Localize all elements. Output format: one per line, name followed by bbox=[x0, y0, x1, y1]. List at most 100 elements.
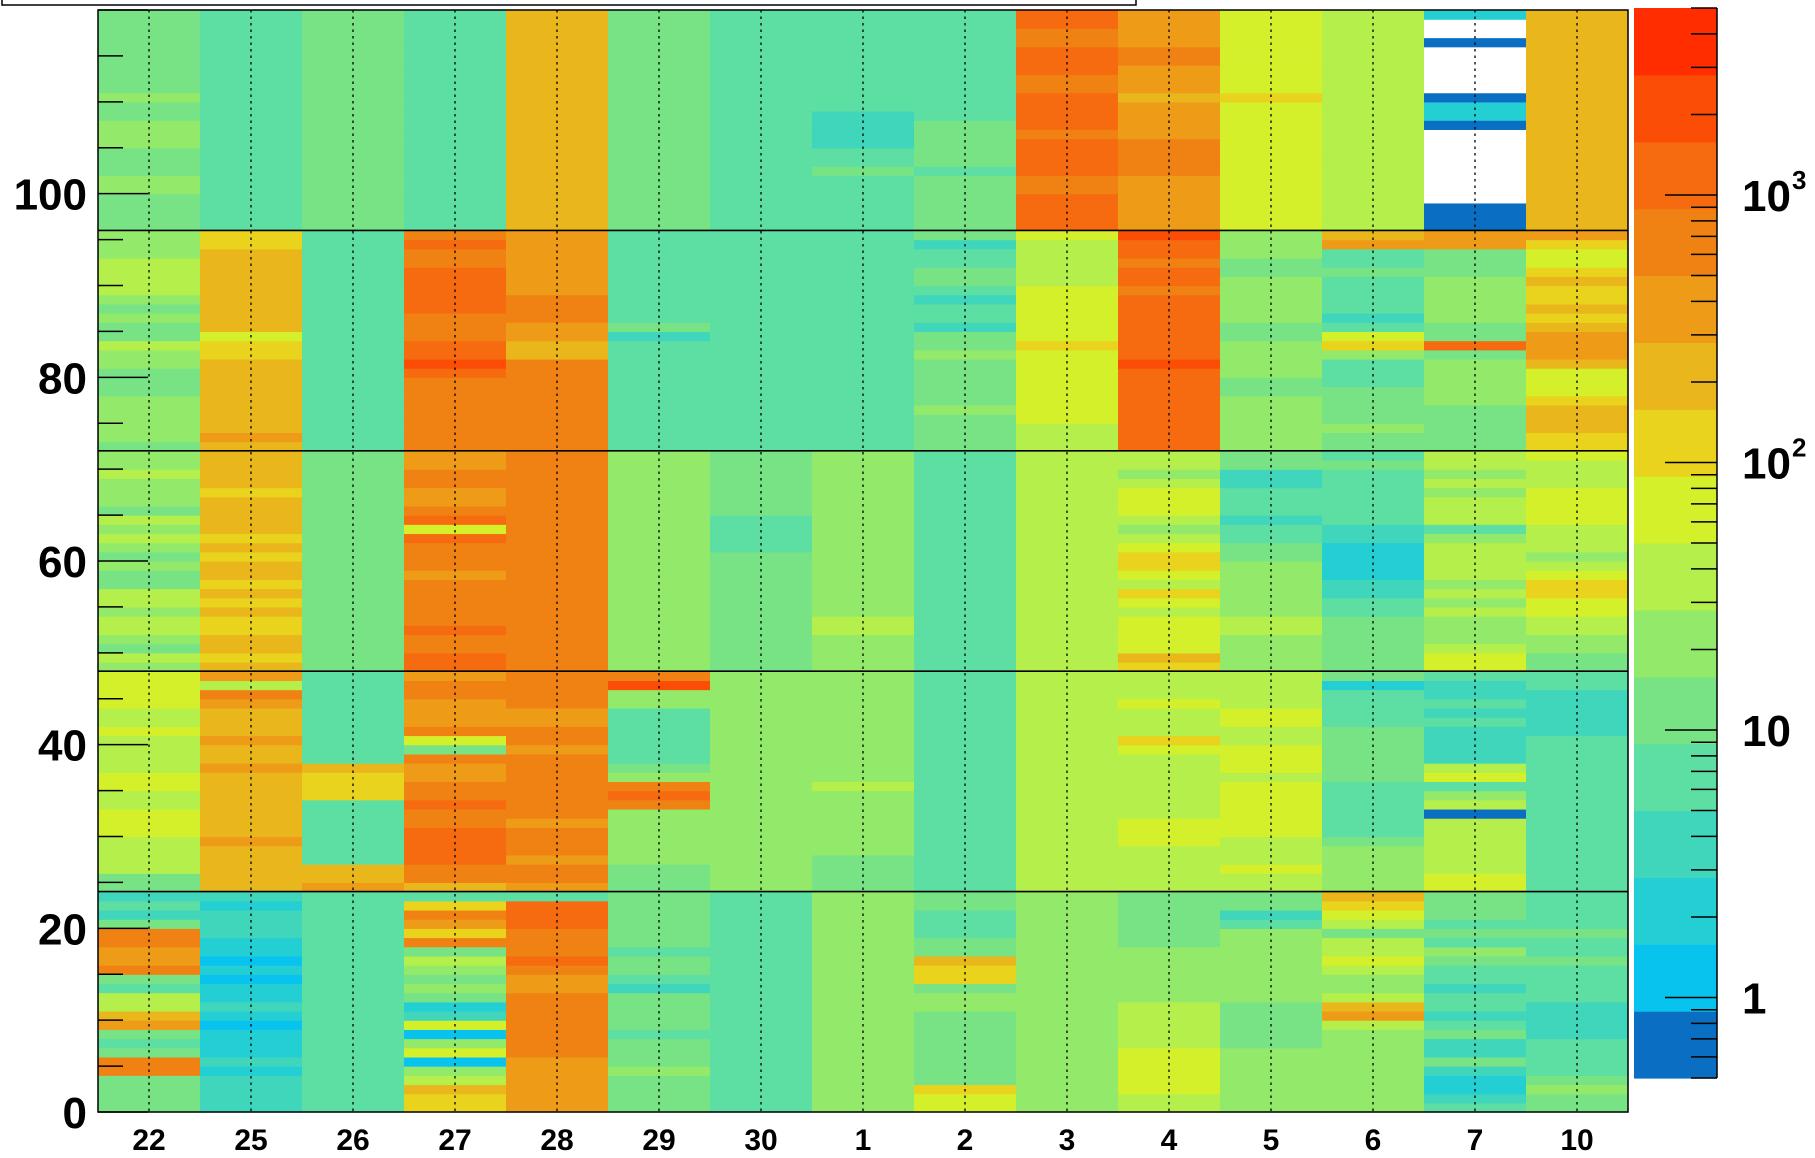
heatmap-cell bbox=[98, 202, 201, 213]
heatmap-cell bbox=[200, 212, 303, 222]
heatmap-cell bbox=[1118, 652, 1221, 663]
heatmap-cell bbox=[914, 1029, 1017, 1040]
heatmap-cell bbox=[404, 680, 507, 691]
heatmap-cell bbox=[302, 303, 405, 314]
heatmap-cell bbox=[1118, 717, 1221, 727]
heatmap-cell bbox=[812, 303, 915, 314]
heatmap-cell bbox=[1424, 561, 1527, 571]
heatmap-cell bbox=[1526, 74, 1629, 85]
heatmap-cell bbox=[812, 101, 915, 112]
heatmap-cell bbox=[1016, 588, 1119, 599]
heatmap-cell bbox=[710, 1102, 813, 1113]
heatmap-cell bbox=[1424, 46, 1527, 57]
heatmap-cell bbox=[506, 469, 609, 479]
heatmap-cell bbox=[1220, 478, 1323, 489]
heatmap-cell bbox=[98, 432, 201, 443]
heatmap-cell bbox=[710, 1010, 813, 1021]
heatmap-cell bbox=[1322, 965, 1425, 975]
heatmap-cell bbox=[1322, 459, 1425, 470]
heatmap-cell bbox=[200, 230, 303, 241]
heatmap-cell bbox=[1526, 1038, 1629, 1049]
heatmap-cell bbox=[1118, 606, 1221, 617]
heatmap-cell bbox=[710, 166, 813, 176]
heatmap-cell bbox=[1220, 1093, 1323, 1104]
heatmap-cell bbox=[1118, 166, 1221, 176]
heatmap-cell bbox=[1220, 652, 1323, 663]
heatmap-cell bbox=[608, 340, 711, 351]
heatmap-cell bbox=[1220, 561, 1323, 571]
heatmap-cell bbox=[1118, 790, 1221, 801]
heatmap-cell bbox=[710, 120, 813, 130]
heatmap-cell bbox=[710, 1047, 813, 1058]
heatmap-cell bbox=[812, 836, 915, 847]
heatmap-cell bbox=[302, 763, 405, 773]
heatmap-cell bbox=[200, 625, 303, 636]
heatmap-cell bbox=[1220, 230, 1323, 241]
heatmap-cell bbox=[200, 1075, 303, 1086]
heatmap-cell bbox=[302, 340, 405, 351]
heatmap-cell bbox=[914, 606, 1017, 617]
heatmap-cell bbox=[1424, 965, 1527, 975]
colorbar-swatch bbox=[1634, 609, 1717, 678]
heatmap-cell bbox=[1016, 303, 1119, 314]
heatmap-cell bbox=[404, 524, 507, 535]
heatmap-cell bbox=[1016, 166, 1119, 176]
heatmap-cell bbox=[608, 303, 711, 314]
heatmap-cell bbox=[200, 459, 303, 470]
colorbar-tick-label: 10 bbox=[1742, 439, 1791, 488]
heatmap-cell bbox=[200, 726, 303, 737]
heatmap-cell bbox=[1220, 744, 1323, 755]
heatmap-cell bbox=[914, 1047, 1017, 1058]
heatmap-cell bbox=[1424, 763, 1527, 773]
heatmap-cell bbox=[200, 763, 303, 773]
heatmap-cell bbox=[1322, 634, 1425, 645]
heatmap-cell bbox=[608, 1047, 711, 1058]
heatmap-cell bbox=[914, 386, 1017, 397]
heatmap-cell bbox=[914, 212, 1017, 222]
heatmap-cell bbox=[1220, 496, 1323, 507]
heatmap-cell bbox=[1016, 138, 1119, 149]
x-tick-label: 28 bbox=[540, 1124, 573, 1157]
heatmap-cell bbox=[1016, 1047, 1119, 1058]
heatmap-cell bbox=[1322, 515, 1425, 525]
heatmap-cell bbox=[200, 965, 303, 975]
heatmap-cell bbox=[1526, 965, 1629, 975]
heatmap-cell bbox=[812, 808, 915, 819]
heatmap-cell bbox=[302, 120, 405, 130]
heatmap-cell bbox=[302, 147, 405, 158]
heatmap-cell bbox=[608, 1010, 711, 1021]
heatmap-cell bbox=[710, 340, 813, 351]
heatmap-cell bbox=[98, 496, 201, 507]
heatmap-cell bbox=[1526, 101, 1629, 112]
heatmap-cell bbox=[98, 1010, 201, 1021]
heatmap-cell bbox=[1424, 322, 1527, 333]
heatmap-cell bbox=[1118, 570, 1221, 580]
heatmap-cell bbox=[1526, 616, 1629, 626]
heatmap-cell bbox=[914, 900, 1017, 911]
heatmap-cell bbox=[812, 138, 915, 149]
heatmap-cell bbox=[404, 1047, 507, 1058]
heatmap-cell bbox=[1322, 937, 1425, 948]
heatmap-cell bbox=[608, 671, 711, 681]
heatmap-cell bbox=[710, 386, 813, 397]
heatmap-cell bbox=[914, 808, 1017, 819]
heatmap-cell bbox=[1220, 1056, 1323, 1067]
heatmap-cell bbox=[1118, 542, 1221, 553]
heatmap-cell bbox=[812, 496, 915, 507]
heatmap-cell bbox=[1220, 827, 1323, 838]
heatmap-cell bbox=[98, 634, 201, 645]
heatmap-cell bbox=[302, 101, 405, 112]
heatmap-cell bbox=[1016, 625, 1119, 636]
heatmap-cell bbox=[608, 28, 711, 39]
heatmap-cell bbox=[1424, 992, 1527, 1003]
heatmap-cell bbox=[1220, 386, 1323, 397]
colorbar-swatch bbox=[1634, 743, 1717, 812]
heatmap-cell bbox=[812, 937, 915, 948]
heatmap-cell bbox=[710, 946, 813, 957]
heatmap-cell bbox=[1424, 790, 1527, 801]
heatmap-cell bbox=[1220, 450, 1323, 461]
heatmap-cell bbox=[812, 166, 915, 176]
heatmap-cell bbox=[506, 138, 609, 149]
heatmap-cell bbox=[200, 1010, 303, 1021]
heatmap-cell bbox=[1526, 120, 1629, 130]
